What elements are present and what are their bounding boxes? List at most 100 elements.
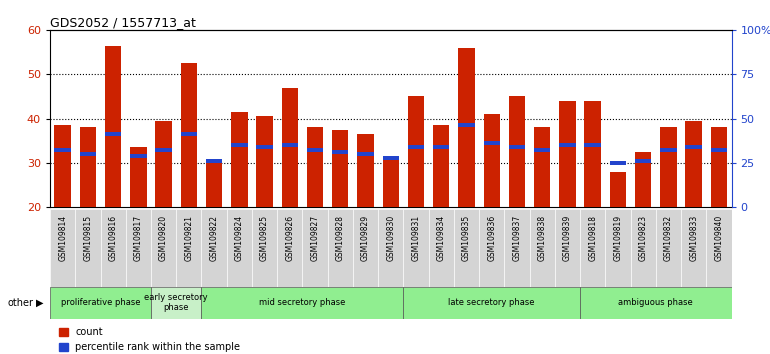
FancyBboxPatch shape [403, 287, 580, 319]
FancyBboxPatch shape [681, 209, 706, 287]
Text: early secretory
phase: early secretory phase [145, 293, 208, 312]
Bar [105, 132, 122, 136]
FancyBboxPatch shape [151, 209, 176, 287]
Text: GSM109835: GSM109835 [462, 215, 471, 261]
Legend: count, percentile rank within the sample: count, percentile rank within the sample [55, 324, 244, 354]
FancyBboxPatch shape [454, 209, 479, 287]
FancyBboxPatch shape [176, 209, 202, 287]
Bar [685, 145, 701, 149]
FancyBboxPatch shape [504, 209, 530, 287]
Text: GSM109837: GSM109837 [513, 215, 521, 261]
FancyBboxPatch shape [50, 209, 75, 287]
Bar [509, 96, 525, 207]
Text: GSM109822: GSM109822 [209, 215, 219, 261]
Text: GSM109816: GSM109816 [109, 215, 118, 261]
Text: proliferative phase: proliferative phase [61, 298, 140, 307]
Bar [635, 159, 651, 162]
FancyBboxPatch shape [353, 209, 378, 287]
Text: GDS2052 / 1557713_at: GDS2052 / 1557713_at [50, 16, 196, 29]
Bar [332, 150, 349, 154]
Bar [433, 125, 450, 207]
Text: ambiguous phase: ambiguous phase [618, 298, 693, 307]
Bar [231, 112, 247, 207]
FancyBboxPatch shape [656, 209, 681, 287]
Bar [484, 141, 500, 145]
Bar [584, 101, 601, 207]
Text: GSM109831: GSM109831 [411, 215, 420, 261]
Bar [231, 143, 247, 147]
Bar [711, 148, 727, 152]
Bar [332, 130, 349, 207]
Bar [584, 143, 601, 147]
Bar [80, 127, 96, 207]
Bar [610, 161, 626, 165]
FancyBboxPatch shape [706, 209, 732, 287]
Text: GSM109820: GSM109820 [159, 215, 168, 261]
Text: GSM109827: GSM109827 [310, 215, 320, 261]
FancyBboxPatch shape [126, 209, 151, 287]
Text: GSM109826: GSM109826 [286, 215, 294, 261]
FancyBboxPatch shape [530, 209, 555, 287]
FancyBboxPatch shape [252, 209, 277, 287]
FancyBboxPatch shape [303, 209, 328, 287]
Text: GSM109819: GSM109819 [614, 215, 622, 261]
FancyBboxPatch shape [50, 287, 151, 319]
Text: GSM109836: GSM109836 [487, 215, 496, 261]
Text: GSM109818: GSM109818 [588, 215, 598, 261]
Bar [156, 121, 172, 207]
FancyBboxPatch shape [75, 209, 101, 287]
Bar [282, 143, 298, 147]
FancyBboxPatch shape [226, 209, 252, 287]
FancyBboxPatch shape [328, 209, 353, 287]
Bar [282, 88, 298, 207]
Text: GSM109830: GSM109830 [387, 215, 395, 261]
Text: GSM109828: GSM109828 [336, 215, 345, 261]
Text: other: other [8, 298, 34, 308]
Bar [484, 114, 500, 207]
FancyBboxPatch shape [151, 287, 202, 319]
Bar [383, 156, 399, 160]
Bar [433, 145, 450, 149]
Text: GSM109833: GSM109833 [689, 215, 698, 261]
Bar [408, 96, 424, 207]
Text: GSM109839: GSM109839 [563, 215, 572, 261]
Bar [559, 143, 576, 147]
Bar [181, 132, 197, 136]
Text: GSM109824: GSM109824 [235, 215, 244, 261]
FancyBboxPatch shape [580, 287, 731, 319]
FancyBboxPatch shape [277, 209, 303, 287]
FancyBboxPatch shape [378, 209, 403, 287]
FancyBboxPatch shape [580, 209, 605, 287]
Text: GSM109815: GSM109815 [83, 215, 92, 261]
Bar [534, 148, 551, 152]
Bar [256, 145, 273, 149]
Bar [610, 172, 626, 207]
Text: late secretory phase: late secretory phase [448, 298, 535, 307]
Bar [206, 161, 223, 207]
Text: GSM109823: GSM109823 [638, 215, 648, 261]
Bar [383, 156, 399, 207]
Bar [130, 147, 146, 207]
Bar [635, 152, 651, 207]
FancyBboxPatch shape [429, 209, 454, 287]
FancyBboxPatch shape [101, 209, 126, 287]
Bar [685, 121, 701, 207]
Bar [559, 101, 576, 207]
Bar [458, 123, 474, 127]
Text: mid secretory phase: mid secretory phase [259, 298, 346, 307]
Bar [458, 48, 474, 207]
Bar [80, 152, 96, 156]
FancyBboxPatch shape [202, 287, 403, 319]
Bar [711, 127, 727, 207]
FancyBboxPatch shape [202, 209, 226, 287]
Bar [509, 145, 525, 149]
Bar [206, 159, 223, 162]
Text: GSM109817: GSM109817 [134, 215, 143, 261]
Bar [307, 127, 323, 207]
Bar [534, 127, 551, 207]
Text: GSM109814: GSM109814 [59, 215, 67, 261]
Text: GSM109840: GSM109840 [715, 215, 723, 261]
Bar [256, 116, 273, 207]
Text: GSM109832: GSM109832 [664, 215, 673, 261]
Bar [307, 148, 323, 152]
